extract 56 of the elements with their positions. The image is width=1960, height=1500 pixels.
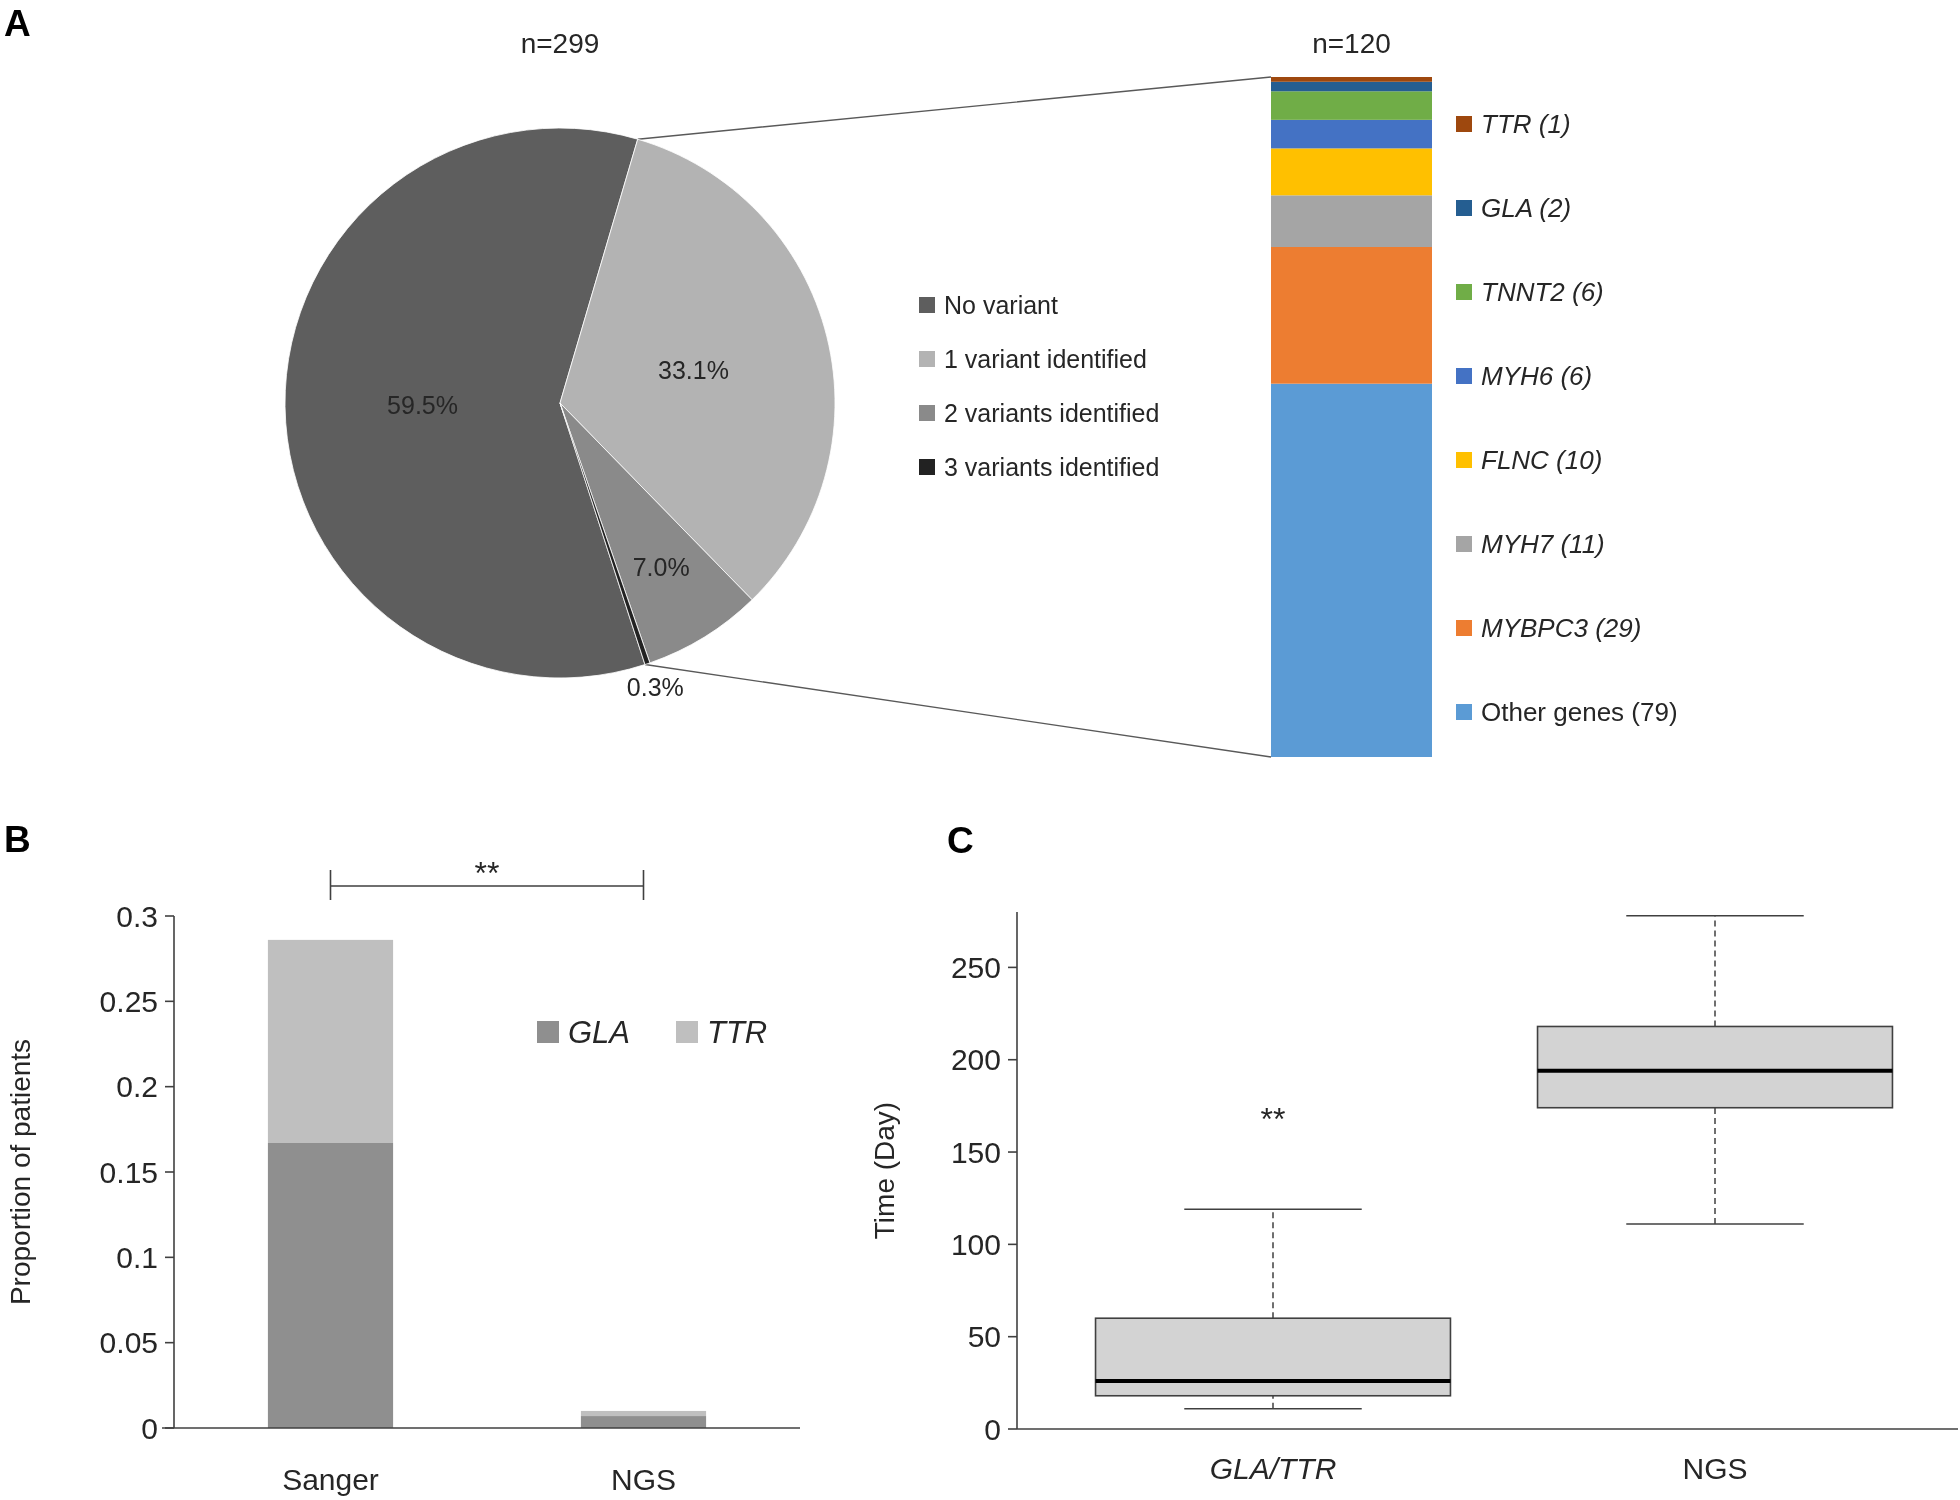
y-tick-label: 0 bbox=[984, 1412, 1001, 1446]
annotation: ** bbox=[1260, 1101, 1286, 1137]
legend-label: MYH7 (11) bbox=[1481, 529, 1605, 559]
data-label: 59.5% bbox=[387, 390, 458, 419]
y-axis-title: Proportion of patients bbox=[4, 1038, 36, 1306]
x-tick-label: Sanger bbox=[282, 1463, 379, 1496]
y-axis-title: Time (Day) bbox=[868, 1101, 900, 1240]
data-label: 33.1% bbox=[658, 355, 729, 384]
bar bbox=[1271, 81, 1432, 92]
legend-label: MYH6 (6) bbox=[1481, 361, 1593, 391]
legend-label: TTR (1) bbox=[1481, 109, 1571, 139]
legend-label: MYBPC3 (29) bbox=[1481, 613, 1642, 643]
y-tick-label: 200 bbox=[950, 1043, 1001, 1077]
chart-title: n=299 bbox=[520, 28, 600, 59]
legend-label: No variant bbox=[944, 291, 1058, 319]
x-tick-label: GLA/TTR bbox=[1209, 1452, 1337, 1485]
x-tick-label: NGS bbox=[610, 1463, 677, 1496]
data-label: 0.3% bbox=[626, 673, 684, 702]
bar bbox=[1271, 195, 1432, 247]
legend-label: GLA (2) bbox=[1481, 193, 1572, 223]
legend-label: GLA bbox=[568, 1014, 631, 1050]
legend-label: TTR bbox=[707, 1014, 768, 1050]
bar bbox=[580, 1410, 707, 1417]
y-tick-label: 0.05 bbox=[99, 1326, 158, 1360]
y-tick-label: 100 bbox=[950, 1227, 1001, 1261]
y-tick-label: 150 bbox=[950, 1135, 1001, 1169]
legend-label: 2 variants identified bbox=[944, 399, 1160, 427]
bar bbox=[1271, 247, 1432, 384]
bar bbox=[580, 1416, 707, 1428]
data-label: 7.0% bbox=[632, 552, 690, 581]
legend-label: Other genes (79) bbox=[1481, 697, 1678, 727]
text: C bbox=[947, 820, 974, 861]
legend-label: FLNC (10) bbox=[1481, 445, 1603, 475]
bar bbox=[267, 1142, 394, 1428]
text: ** bbox=[474, 855, 500, 891]
legend-label: 1 variant identified bbox=[944, 345, 1147, 373]
y-tick-label: 0.1 bbox=[116, 1240, 158, 1274]
y-tick-label: 0.15 bbox=[99, 1155, 158, 1189]
y-tick-label: 50 bbox=[967, 1320, 1001, 1354]
legend-label: 3 variants identified bbox=[944, 453, 1160, 481]
text: A bbox=[4, 3, 31, 44]
bar bbox=[267, 939, 394, 1143]
y-tick-label: 0.2 bbox=[116, 1070, 158, 1104]
y-tick-label: 0.25 bbox=[99, 984, 158, 1018]
bar bbox=[1271, 383, 1432, 757]
x-tick-label: NGS bbox=[1682, 1452, 1748, 1485]
chart-title: n=120 bbox=[1312, 28, 1391, 59]
bar bbox=[1271, 77, 1432, 82]
y-tick-label: 250 bbox=[950, 950, 1001, 984]
y-tick-label: 0.3 bbox=[116, 899, 158, 933]
bar bbox=[1271, 119, 1432, 149]
y-tick-label: 0 bbox=[141, 1411, 158, 1445]
legend-label: TNNT2 (6) bbox=[1481, 277, 1604, 307]
text: B bbox=[4, 819, 31, 860]
bar bbox=[1271, 148, 1432, 196]
bar bbox=[1271, 91, 1432, 120]
